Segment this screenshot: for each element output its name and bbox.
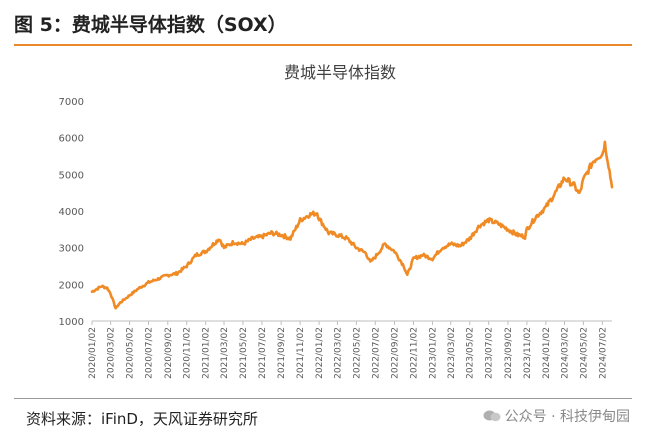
y-tick-label: 2000 [59, 280, 84, 291]
x-tick-label: 2020/07/02 [145, 327, 155, 379]
x-tick-label: 2024/07/02 [598, 327, 608, 379]
bottom-divider [14, 398, 632, 399]
x-tick-label: 2023/09/02 [504, 327, 514, 379]
x-tick-label: 2023/11/02 [523, 327, 533, 379]
y-tick-label: 4000 [59, 207, 84, 218]
x-tick-label: 2024/01/02 [542, 327, 552, 379]
series-layer [90, 140, 614, 310]
x-tick-label: 2022/03/02 [333, 327, 343, 379]
x-tick-label: 2021/03/02 [220, 327, 230, 379]
y-tick-label: 3000 [59, 244, 84, 255]
x-tick-label: 2022/05/02 [352, 327, 362, 379]
y-axis: 1000 2000 3000 4000 5000 6000 7000 [59, 97, 84, 328]
x-axis: 2020/01/02 2020/03/02 2020/05/02 2020/07/02… [88, 320, 612, 379]
x-tick-label: 2024/05/02 [579, 327, 589, 379]
x-tick-label: 2021/09/02 [277, 327, 287, 379]
x-tick-label: 2022/11/02 [410, 327, 420, 379]
x-tick-label: 2024/03/02 [560, 327, 570, 379]
watermark: 公众号 · 科技伊甸园 [483, 406, 630, 426]
x-tick-label: 2023/07/02 [485, 327, 495, 379]
x-tick-label: 2020/01/02 [88, 327, 98, 379]
x-tick-label: 2020/03/02 [107, 327, 117, 379]
wechat-icon [483, 410, 501, 422]
top-divider [14, 44, 632, 46]
y-tick-label: 7000 [59, 97, 84, 108]
x-tick-label: 2020/11/02 [183, 327, 193, 379]
x-tick-label: 2021/11/02 [296, 327, 306, 379]
chart-title: 费城半导体指数 [284, 63, 396, 82]
x-tick-label: 2022/01/02 [315, 327, 325, 379]
y-tick-label: 1000 [59, 317, 84, 328]
x-tick-label: 2021/07/02 [258, 327, 268, 379]
x-tick-label: 2022/09/02 [391, 327, 401, 379]
x-tick-label: 2020/09/02 [164, 327, 174, 379]
y-tick-label: 6000 [59, 134, 84, 145]
x-tick-label: 2021/05/02 [239, 327, 249, 379]
y-tick-label: 5000 [59, 170, 84, 181]
x-tick-label: 2022/07/02 [371, 327, 381, 379]
x-tick-label: 2021/01/02 [202, 327, 212, 379]
figure-title: 图 5：费城半导体指数（SOX） [14, 14, 287, 36]
x-tick-label: 2020/05/02 [126, 327, 136, 379]
source-note: 资料来源：iFinD，天风证券研究所 [26, 410, 258, 428]
x-tick-label: 2023/01/02 [428, 327, 438, 379]
x-tick-label: 2023/03/02 [447, 327, 457, 379]
sox-series-line [90, 140, 614, 310]
watermark-text: 公众号 · 科技伊甸园 [504, 409, 630, 425]
x-tick-label: 2023/05/02 [466, 327, 476, 379]
sox-line-chart: 费城半导体指数 1000 2000 3000 4000 5000 6000 7000 202… [59, 63, 614, 379]
